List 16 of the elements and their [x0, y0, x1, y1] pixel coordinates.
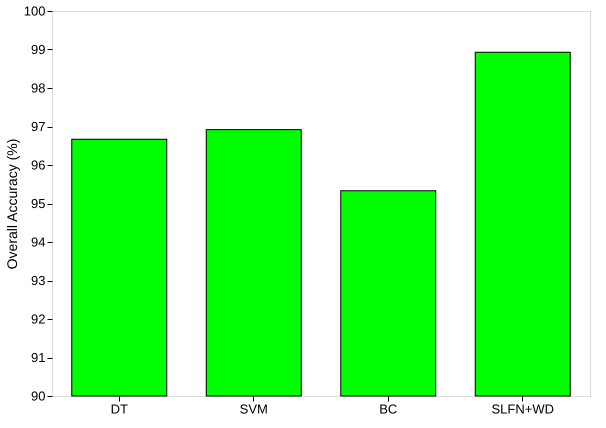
y-tick-label: 96 — [31, 158, 46, 172]
x-tick-label: BC — [379, 402, 398, 416]
y-tick-label: 93 — [31, 273, 46, 288]
y-tick-label: 95 — [31, 196, 46, 211]
y-tick-label: 90 — [31, 388, 46, 404]
x-tick-label: DT — [110, 402, 128, 416]
y-tick-label: 99 — [31, 42, 46, 57]
x-tick-label: SVM — [240, 402, 268, 416]
x-tick-label: SLFN+WD — [492, 402, 554, 416]
y-tick-label: 100 — [24, 4, 46, 18]
y-tick-label: 98 — [31, 80, 46, 96]
y-tick-label: 91 — [31, 350, 46, 365]
y-tick-label: 92 — [31, 312, 46, 326]
y-axis-title: Overall Accuracy (%) — [4, 138, 20, 270]
y-tick-label: 94 — [31, 234, 46, 250]
y-tick-label: 97 — [31, 119, 46, 134]
